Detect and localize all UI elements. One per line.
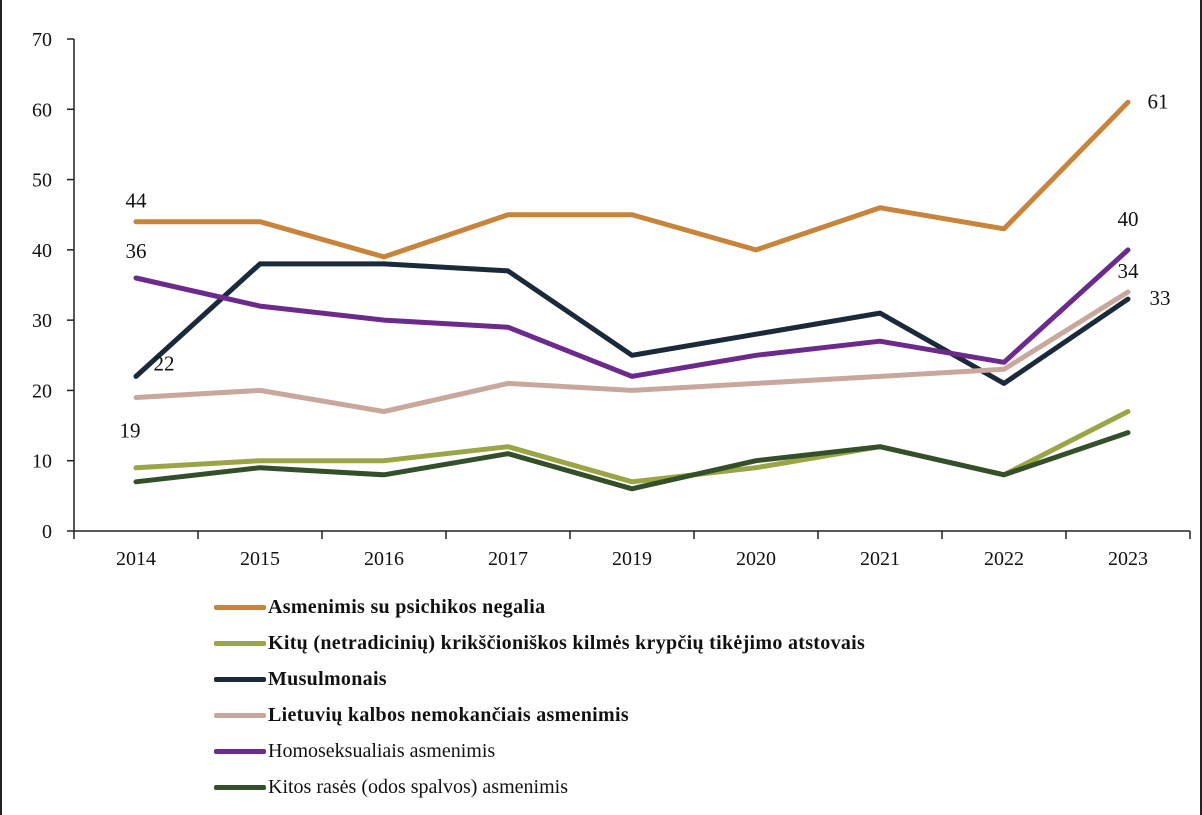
- legend-item: Lietuvių kalbos nemokančiais asmenimis: [214, 697, 865, 733]
- y-tick-label: 0: [42, 521, 52, 543]
- data-label: 34: [1118, 259, 1140, 283]
- legend-item: Homoseksualiais asmenimis: [214, 733, 865, 769]
- legend-item: Kitos rasės (odos spalvos) asmenimis: [214, 769, 865, 805]
- x-tick-label: 2017: [488, 548, 528, 570]
- data-label: 36: [126, 239, 147, 263]
- legend-item: Asmenimis su psichikos negalia: [214, 589, 865, 625]
- y-tick-label: 20: [32, 380, 52, 402]
- legend-item: Musulmonais: [214, 661, 865, 697]
- data-label: 19: [120, 418, 141, 442]
- legend-swatch: [214, 784, 266, 790]
- legend: Asmenimis su psichikos negalia Kitų (netr…: [214, 589, 865, 805]
- x-tick-label: 2016: [364, 548, 404, 570]
- y-tick-label: 60: [32, 99, 52, 121]
- x-tick-label: 2014: [116, 548, 156, 570]
- x-tick-label: 2021: [860, 548, 900, 570]
- y-tick-label: 30: [32, 310, 52, 332]
- x-tick-label: 2022: [984, 548, 1024, 570]
- legend-swatch: [214, 712, 266, 718]
- legend-swatch: [214, 748, 266, 754]
- x-tick-label: 2015: [240, 548, 280, 570]
- series-line: [133, 99, 1131, 260]
- series-line: [133, 289, 1131, 414]
- legend-item: Kitų (netradicinių) krikščioniškos kilmė…: [214, 625, 865, 661]
- series-line: [133, 261, 1131, 386]
- data-label: 33: [1150, 286, 1171, 310]
- y-tick-label: 40: [32, 240, 52, 262]
- data-label: 61: [1148, 89, 1169, 113]
- y-tick-label: 70: [32, 29, 52, 51]
- data-label: 22: [154, 351, 175, 375]
- y-tick-label: 10: [32, 451, 52, 473]
- x-tick-label: 2023: [1108, 548, 1148, 570]
- legend-swatch: [214, 676, 266, 682]
- legend-label: Musulmonais: [268, 667, 387, 690]
- legend-swatch: [214, 640, 266, 646]
- legend-label: Lietuvių kalbos nemokančiais asmenimis: [268, 703, 629, 726]
- data-label: 40: [1118, 207, 1139, 231]
- legend-label: Asmenimis su psichikos negalia: [268, 595, 546, 618]
- x-tick-label: 2020: [736, 548, 776, 570]
- legend-label: Kitų (netradicinių) krikščioniškos kilmė…: [268, 631, 866, 654]
- legend-label: Kitos rasės (odos spalvos) asmenimis: [268, 775, 568, 798]
- legend-swatch: [214, 604, 266, 610]
- series-line: [133, 247, 1131, 379]
- data-label: 44: [126, 189, 148, 213]
- x-tick-label: 2019: [612, 548, 652, 570]
- y-tick-label: 50: [32, 170, 52, 192]
- legend-label: Homoseksualiais asmenimis: [268, 739, 496, 762]
- series-line: [133, 430, 1131, 492]
